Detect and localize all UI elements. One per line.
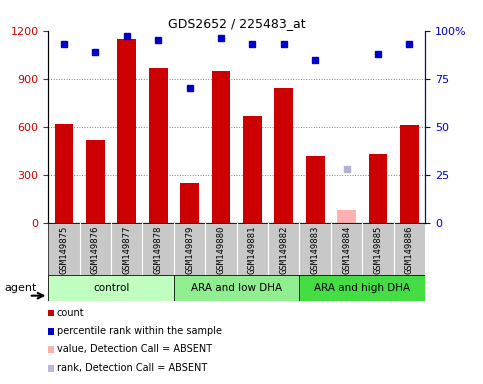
- Bar: [243, 116, 262, 223]
- Text: GSM149880: GSM149880: [216, 225, 226, 274]
- Bar: [337, 210, 356, 223]
- Text: percentile rank within the sample: percentile rank within the sample: [57, 326, 222, 336]
- Bar: [174, 275, 299, 301]
- Text: GSM149885: GSM149885: [373, 225, 383, 274]
- Bar: [180, 183, 199, 223]
- Bar: [48, 275, 174, 301]
- Text: GSM149882: GSM149882: [279, 225, 288, 274]
- Text: GSM149886: GSM149886: [405, 225, 414, 274]
- Text: control: control: [93, 283, 129, 293]
- Bar: [212, 71, 230, 223]
- Bar: [306, 156, 325, 223]
- Text: count: count: [57, 308, 85, 318]
- Text: GSM149878: GSM149878: [154, 225, 163, 274]
- FancyBboxPatch shape: [48, 223, 425, 275]
- Text: GSM149884: GSM149884: [342, 225, 351, 274]
- Bar: [299, 275, 425, 301]
- Text: GSM149879: GSM149879: [185, 225, 194, 274]
- Text: GSM149877: GSM149877: [122, 225, 131, 274]
- Text: GSM149875: GSM149875: [59, 225, 69, 274]
- Bar: [117, 39, 136, 223]
- Text: ARA and high DHA: ARA and high DHA: [314, 283, 411, 293]
- Bar: [400, 125, 419, 223]
- Text: value, Detection Call = ABSENT: value, Detection Call = ABSENT: [57, 344, 212, 354]
- Text: ARA and low DHA: ARA and low DHA: [191, 283, 282, 293]
- Title: GDS2652 / 225483_at: GDS2652 / 225483_at: [168, 17, 305, 30]
- Bar: [149, 68, 168, 223]
- Text: agent: agent: [5, 283, 37, 293]
- FancyBboxPatch shape: [48, 275, 425, 301]
- Bar: [369, 154, 387, 223]
- Bar: [274, 88, 293, 223]
- Text: rank, Detection Call = ABSENT: rank, Detection Call = ABSENT: [57, 363, 207, 373]
- Bar: [86, 139, 105, 223]
- Bar: [55, 124, 73, 223]
- Text: GSM149883: GSM149883: [311, 225, 320, 274]
- Text: GSM149881: GSM149881: [248, 225, 257, 274]
- Text: GSM149876: GSM149876: [91, 225, 100, 274]
